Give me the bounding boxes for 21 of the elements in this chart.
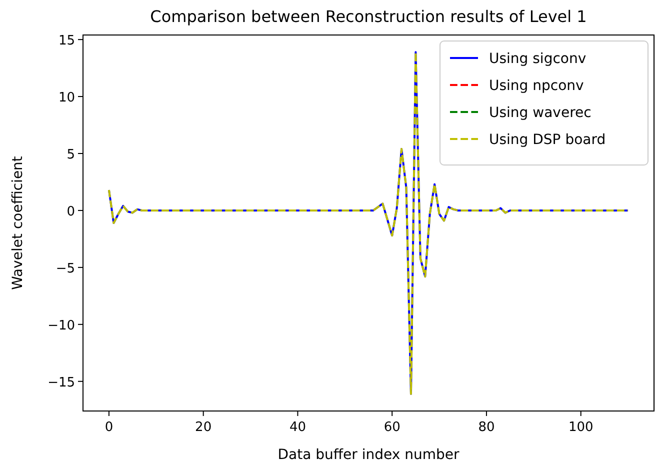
y-tick-label: 5 (66, 147, 75, 162)
y-tick-label: 10 (58, 90, 75, 106)
legend-label: Using waverec (489, 105, 592, 121)
legend-label: Using sigconv (489, 51, 586, 67)
x-tick-label: 20 (195, 420, 212, 435)
legend-label: Using npconv (489, 78, 584, 94)
y-tick-label: 15 (58, 34, 75, 49)
y-tick-label: −10 (48, 318, 75, 334)
y-axis-title: Wavelet coefficient (10, 156, 26, 290)
x-tick-label: 40 (289, 420, 306, 435)
x-axis-title: Data buffer index number (278, 447, 460, 463)
x-tick-label: 60 (384, 420, 400, 435)
x-tick-label: 0 (104, 420, 114, 435)
y-tick-label: 0 (66, 204, 75, 220)
x-tick-label: 80 (478, 420, 495, 435)
x-tick-label: 100 (568, 420, 594, 435)
y-tick-label: −15 (48, 375, 75, 390)
legend-label: Using DSP board (489, 132, 606, 148)
y-tick-label: −5 (56, 261, 75, 276)
line-series (108, 51, 630, 395)
chart-title: Comparison between Reconstruction results of Level 1 (150, 7, 587, 26)
